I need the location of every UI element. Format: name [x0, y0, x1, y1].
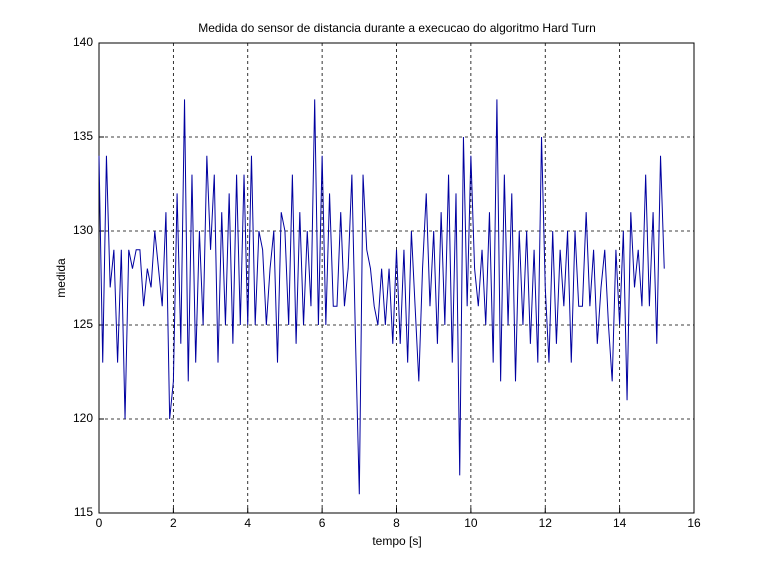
x-tick-label: 0 — [96, 516, 103, 530]
y-axis-label: medida — [54, 258, 68, 298]
x-tick-label: 14 — [613, 516, 627, 530]
x-axis-label: tempo [s] — [372, 534, 421, 548]
x-tick-label: 12 — [539, 516, 553, 530]
x-tick-label: 6 — [319, 516, 326, 530]
chart-title: Medida do sensor de distancia durante a … — [198, 21, 596, 35]
x-tick-label: 2 — [170, 516, 177, 530]
y-tick-label: 115 — [74, 505, 93, 519]
x-tick-label: 16 — [687, 516, 701, 530]
y-tick-label: 140 — [73, 35, 93, 49]
y-tick-label: 125 — [73, 317, 93, 331]
y-tick-label: 130 — [73, 223, 93, 237]
y-tick-label: 135 — [73, 129, 93, 143]
x-tick-label: 8 — [393, 516, 400, 530]
data-line — [98, 99, 665, 495]
plot-frame — [98, 42, 695, 514]
y-tick-label: 120 — [73, 411, 93, 425]
x-tick-label: 10 — [464, 516, 478, 530]
x-tick-label: 4 — [244, 516, 251, 530]
